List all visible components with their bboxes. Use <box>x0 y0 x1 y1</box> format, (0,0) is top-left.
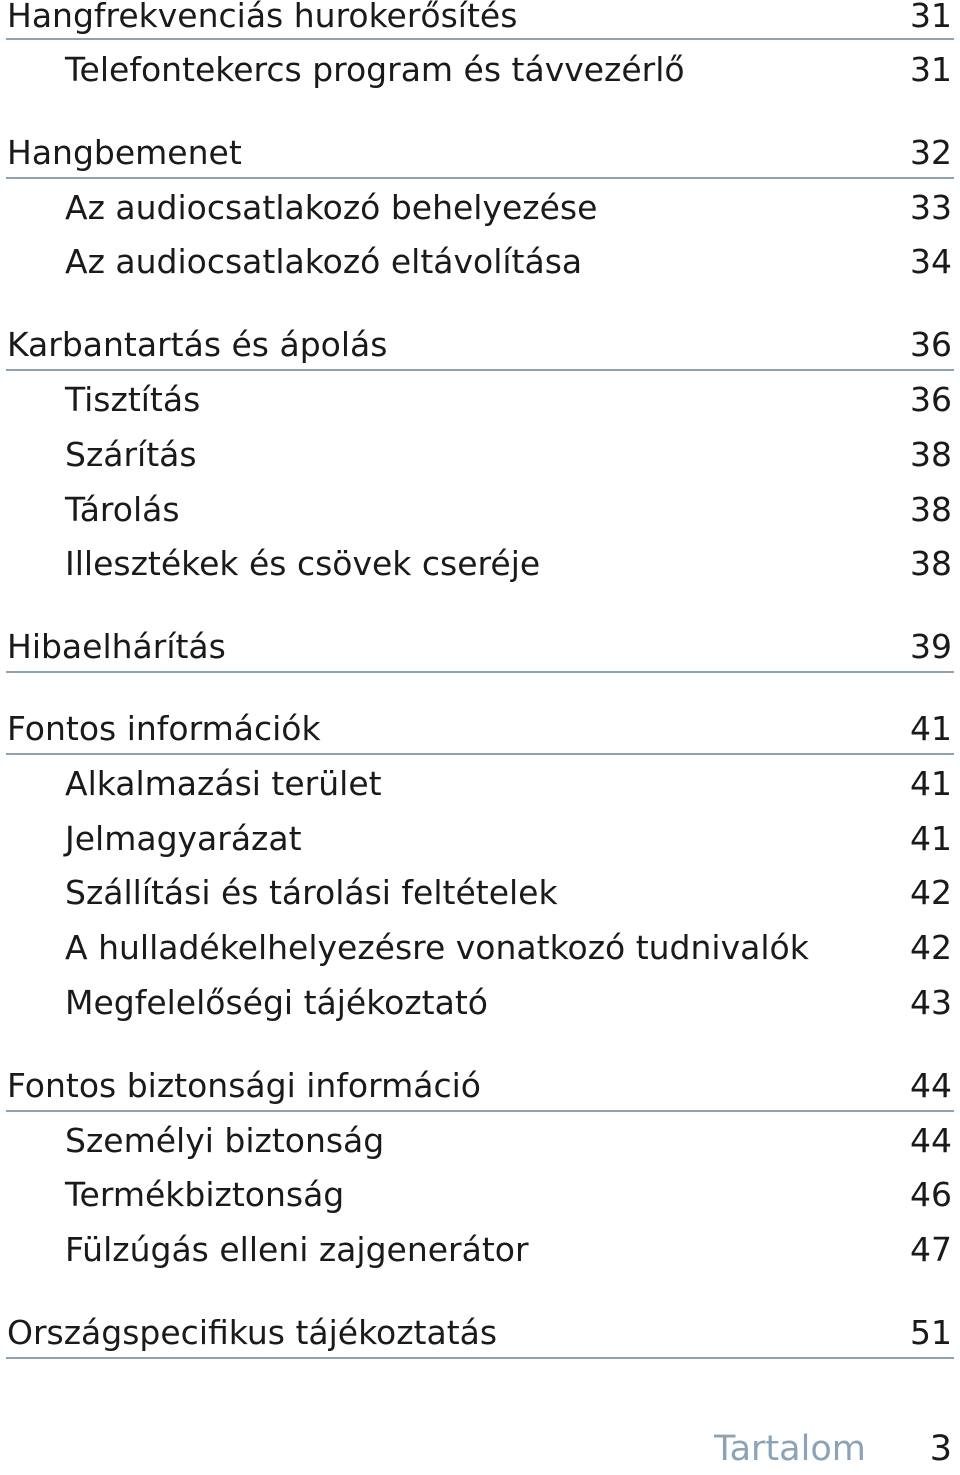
chapter-divider <box>6 671 954 673</box>
chapter-divider <box>6 753 954 755</box>
toc-entry-section[interactable]: A hulladékelhelyezésre vonatkozó tudniva… <box>0 922 960 974</box>
toc-entry-section[interactable]: Megfelelőségi tájékoztató 43 <box>0 977 960 1029</box>
toc-entry-section[interactable]: Tárolás 38 <box>0 484 960 536</box>
toc-entry-chapter[interactable]: Fontos biztonsági információ 44 <box>0 1060 960 1112</box>
toc-entry-page: 36 <box>910 380 952 419</box>
toc-entry-title: Illesztékek és csövek cseréje <box>65 544 541 583</box>
toc-entry-title: Az audiocsatlakozó eltávolítása <box>65 242 583 281</box>
toc-entry-title: Fontos biztonsági információ <box>7 1066 481 1105</box>
chapter-divider <box>6 177 954 179</box>
toc-entry-page: 38 <box>910 544 952 583</box>
toc-entry-title: Termékbiztonság <box>65 1175 345 1214</box>
toc-entry-title: Jelmagyarázat <box>65 819 302 858</box>
toc-entry-page: 31 <box>910 50 952 89</box>
chapter-divider <box>6 1110 954 1112</box>
toc-entry-page: 38 <box>910 435 952 474</box>
toc-entry-title: Megfelelőségi tájékoztató <box>65 983 488 1022</box>
toc-entry-page: 46 <box>910 1175 952 1214</box>
toc-entry-section[interactable]: Személyi biztonság 44 <box>0 1115 960 1167</box>
toc-entry-page: 39 <box>910 627 952 666</box>
toc-entry-title: Szállítási és tárolási feltételek <box>65 873 558 912</box>
toc-entry-title: A hulladékelhelyezésre vonatkozó tudniva… <box>65 928 809 967</box>
toc-entry-page: 41 <box>910 764 952 803</box>
chapter-divider <box>6 369 954 371</box>
toc-entry-page: 47 <box>910 1230 952 1269</box>
toc-entry-page: 42 <box>910 928 952 967</box>
toc-entry-section[interactable]: Illesztékek és csövek cseréje 38 <box>0 538 960 590</box>
toc-entry-page: 51 <box>910 1313 952 1352</box>
toc-entry-page: 34 <box>910 242 952 281</box>
toc-entry-title: Tisztítás <box>65 380 201 419</box>
toc-entry-title: Fontos információk <box>7 709 321 748</box>
toc-entry-section[interactable]: Az audiocsatlakozó behelyezése 33 <box>0 182 960 234</box>
toc-entry-title: Hibaelhárítás <box>7 627 226 666</box>
toc-entry-title: Tárolás <box>65 490 180 529</box>
toc-entry-title: Alkalmazási terület <box>65 764 382 803</box>
toc-entry-title: Fülzúgás elleni zajgenerátor <box>65 1230 529 1269</box>
chapter-divider <box>6 38 954 40</box>
toc-entry-page: 43 <box>910 983 952 1022</box>
toc-entry-chapter[interactable]: Országspecifikus tájékoztatás 51 <box>0 1307 960 1359</box>
toc-entry-section[interactable]: Az audiocsatlakozó eltávolítása 34 <box>0 236 960 288</box>
toc-entry-section[interactable]: Alkalmazási terület 41 <box>0 758 960 810</box>
chapter-divider <box>6 1357 954 1359</box>
toc-entry-page: 44 <box>910 1066 952 1105</box>
toc-entry-page: 41 <box>910 819 952 858</box>
toc-entry-title: Az audiocsatlakozó behelyezése <box>65 188 598 227</box>
toc-entry-page: 41 <box>910 709 952 748</box>
footer-page-number: 3 <box>929 1429 952 1469</box>
toc-entry-chapter[interactable]: Fontos információk 41 <box>0 703 960 755</box>
toc-entry-section[interactable]: Szállítási és tárolási feltételek 42 <box>0 867 960 919</box>
toc-entry-title: Országspecifikus tájékoztatás <box>7 1313 498 1352</box>
toc-entry-page: 44 <box>910 1121 952 1160</box>
toc-entry-section[interactable]: Jelmagyarázat 41 <box>0 813 960 865</box>
toc-entry-page: 32 <box>910 133 952 172</box>
toc-entry-chapter[interactable]: Karbantartás és ápolás 36 <box>0 319 960 371</box>
toc-entry-section[interactable]: Fülzúgás elleni zajgenerátor 47 <box>0 1224 960 1276</box>
toc-entry-page: 42 <box>910 873 952 912</box>
toc-entry-page: 38 <box>910 490 952 529</box>
toc-entry-page: 31 <box>910 0 952 35</box>
toc-entry-section[interactable]: Termékbiztonság 46 <box>0 1169 960 1221</box>
toc-entry-page: 36 <box>910 325 952 364</box>
toc-entry-title: Karbantartás és ápolás <box>7 325 388 364</box>
toc-entry-page: 33 <box>910 188 952 227</box>
toc-entry-section[interactable]: Szárítás 38 <box>0 429 960 481</box>
toc-entry-title: Személyi biztonság <box>65 1121 385 1160</box>
toc-entry-chapter[interactable]: Hibaelhárítás 39 <box>0 621 960 673</box>
toc-entry-chapter[interactable]: Hangbemenet 32 <box>0 127 960 179</box>
toc-entry-section[interactable]: Telefontekercs program és távvezérlő 31 <box>0 44 960 96</box>
toc-entry-chapter[interactable]: Hangfrekvenciás hurokerősítés 31 <box>0 0 960 42</box>
footer-section-title: Tartalom <box>714 1429 866 1469</box>
toc-entry-title: Hangbemenet <box>7 133 242 172</box>
toc-entry-title: Szárítás <box>65 435 197 474</box>
toc-entry-section[interactable]: Tisztítás 36 <box>0 374 960 426</box>
toc-entry-title: Telefontekercs program és távvezérlő <box>65 50 685 89</box>
toc-entry-title: Hangfrekvenciás hurokerősítés <box>7 0 518 35</box>
